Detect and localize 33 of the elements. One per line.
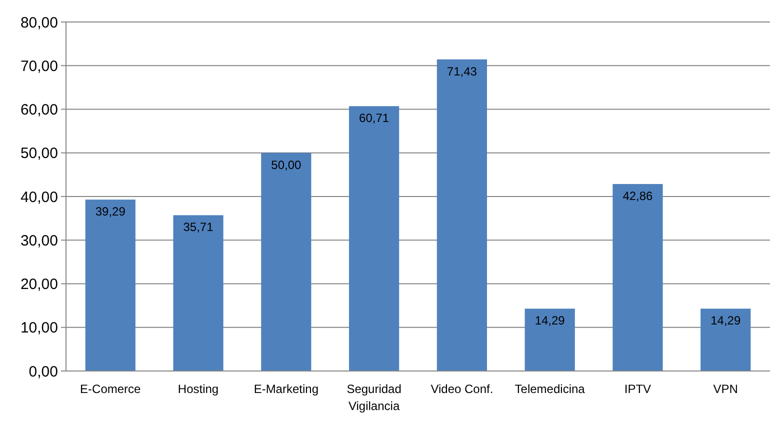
bar: [349, 106, 400, 371]
data-label: 71,43: [446, 64, 478, 78]
x-tick-label: Seguridad Vigilancia: [346, 382, 402, 413]
data-label: 14,29: [710, 314, 741, 328]
data-label: 14,29: [534, 314, 566, 328]
x-tick-label: Video Conf.: [430, 382, 494, 396]
x-tick-label: Telemedicina: [514, 382, 586, 396]
y-tick-label: 80,00: [20, 14, 58, 32]
bar: [700, 308, 751, 371]
y-tick-label: 60,00: [20, 102, 58, 118]
y-tick-label: 10,00: [20, 320, 58, 337]
bar: [85, 200, 136, 371]
bar: [436, 59, 487, 371]
data-label: 60,71: [359, 111, 390, 126]
data-label: 50,00: [271, 158, 302, 172]
data-label: 42,86: [622, 189, 654, 204]
x-tick-label: E-Marketing: [254, 382, 319, 396]
x-tick-label: VPN: [713, 382, 738, 396]
bar: [612, 184, 663, 371]
x-tick-label: Hosting: [178, 382, 219, 396]
data-label: 35,71: [183, 220, 214, 234]
y-tick-label: 0,00: [28, 363, 58, 380]
data-label: 39,29: [95, 204, 126, 219]
y-tick-label: 70,00: [20, 58, 58, 75]
x-tick-label: E-Comerce: [80, 382, 142, 396]
bar: [173, 215, 224, 371]
y-tick-label: 50,00: [20, 145, 58, 162]
y-tick-label: 20,00: [20, 276, 58, 293]
bar: [261, 152, 312, 371]
y-tick-label: 40,00: [20, 188, 58, 206]
bar: [524, 308, 575, 371]
x-tick-label: IPTV: [624, 382, 652, 396]
y-tick-label: 30,00: [20, 232, 58, 250]
